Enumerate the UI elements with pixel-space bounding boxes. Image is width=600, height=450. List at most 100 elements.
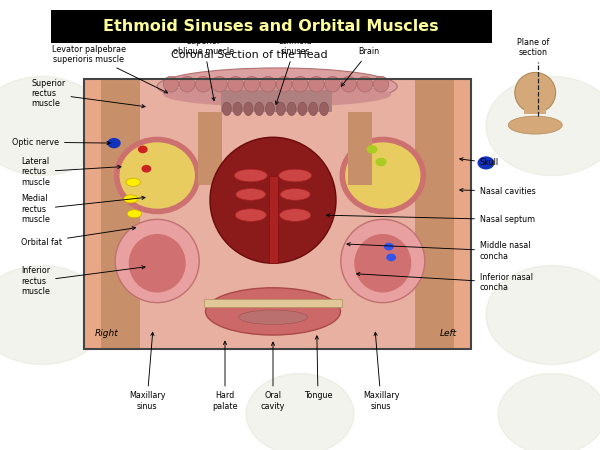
Ellipse shape bbox=[239, 310, 308, 324]
Ellipse shape bbox=[234, 169, 267, 182]
Ellipse shape bbox=[163, 76, 179, 92]
Text: Inferior
rectus
muscle: Inferior rectus muscle bbox=[21, 266, 145, 296]
Ellipse shape bbox=[280, 189, 310, 200]
Ellipse shape bbox=[373, 76, 389, 92]
Circle shape bbox=[486, 266, 600, 365]
Circle shape bbox=[367, 146, 377, 153]
Text: Levator palpebrae
superioris muscle: Levator palpebrae superioris muscle bbox=[52, 45, 167, 93]
Ellipse shape bbox=[341, 220, 425, 302]
Ellipse shape bbox=[341, 76, 356, 92]
Text: Optic nerve: Optic nerve bbox=[12, 138, 110, 147]
Text: Nasal cavities: Nasal cavities bbox=[460, 187, 536, 196]
Circle shape bbox=[387, 254, 395, 261]
Circle shape bbox=[478, 157, 494, 169]
Ellipse shape bbox=[127, 210, 142, 218]
Ellipse shape bbox=[292, 76, 308, 92]
Text: Ethmoid
sinuses: Ethmoid sinuses bbox=[275, 37, 312, 104]
Bar bbox=[101, 79, 140, 349]
Text: Coronal Section of the Head: Coronal Section of the Head bbox=[170, 50, 328, 60]
Text: Nasal septum: Nasal septum bbox=[326, 214, 535, 224]
Ellipse shape bbox=[223, 102, 232, 116]
FancyBboxPatch shape bbox=[51, 10, 492, 43]
Circle shape bbox=[142, 166, 151, 172]
Ellipse shape bbox=[210, 137, 336, 263]
Text: Inferior nasal
concha: Inferior nasal concha bbox=[356, 272, 533, 292]
Ellipse shape bbox=[508, 116, 562, 134]
Ellipse shape bbox=[308, 76, 324, 92]
Circle shape bbox=[139, 146, 147, 153]
Circle shape bbox=[0, 76, 108, 176]
Ellipse shape bbox=[233, 102, 242, 116]
Ellipse shape bbox=[118, 140, 196, 211]
Bar bbox=[140, 79, 415, 349]
Bar bbox=[524, 96, 546, 114]
Ellipse shape bbox=[157, 68, 397, 105]
Text: Superior
oblique muscle: Superior oblique muscle bbox=[173, 37, 235, 101]
Ellipse shape bbox=[278, 169, 312, 182]
Ellipse shape bbox=[179, 76, 195, 92]
Circle shape bbox=[376, 158, 386, 166]
Ellipse shape bbox=[276, 76, 292, 92]
Text: Superior
rectus
muscle: Superior rectus muscle bbox=[31, 79, 145, 108]
Ellipse shape bbox=[235, 209, 266, 221]
Ellipse shape bbox=[236, 189, 266, 200]
Text: Middle nasal
concha: Middle nasal concha bbox=[347, 241, 530, 261]
Bar bbox=[269, 176, 278, 263]
Ellipse shape bbox=[287, 102, 296, 116]
Circle shape bbox=[234, 76, 366, 176]
Text: Oral
cavity: Oral cavity bbox=[261, 342, 285, 411]
Ellipse shape bbox=[357, 76, 373, 92]
Bar bbox=[415, 79, 454, 349]
Bar bbox=[348, 112, 372, 184]
Bar bbox=[84, 79, 101, 349]
Ellipse shape bbox=[244, 76, 260, 92]
Ellipse shape bbox=[196, 76, 211, 92]
Circle shape bbox=[385, 243, 393, 250]
Text: Medial
rectus
muscle: Medial rectus muscle bbox=[21, 194, 145, 224]
Ellipse shape bbox=[254, 102, 264, 116]
Ellipse shape bbox=[280, 209, 311, 221]
Circle shape bbox=[0, 266, 108, 365]
Text: Left: Left bbox=[440, 328, 457, 338]
Text: Hard
palate: Hard palate bbox=[212, 341, 238, 411]
Circle shape bbox=[246, 374, 354, 450]
Ellipse shape bbox=[163, 82, 391, 107]
Ellipse shape bbox=[344, 140, 422, 211]
Circle shape bbox=[108, 139, 120, 148]
Ellipse shape bbox=[126, 178, 140, 186]
Circle shape bbox=[486, 76, 600, 176]
Text: Right: Right bbox=[95, 328, 119, 338]
Text: Brain: Brain bbox=[341, 47, 380, 86]
Text: Skull: Skull bbox=[460, 158, 499, 167]
Ellipse shape bbox=[298, 102, 307, 116]
Ellipse shape bbox=[354, 234, 412, 292]
Ellipse shape bbox=[212, 76, 227, 92]
Text: Tongue: Tongue bbox=[304, 336, 332, 400]
Ellipse shape bbox=[320, 102, 329, 116]
Text: Lateral
rectus
muscle: Lateral rectus muscle bbox=[21, 157, 121, 187]
Ellipse shape bbox=[515, 72, 556, 113]
Text: Maxillary
sinus: Maxillary sinus bbox=[363, 332, 399, 411]
Ellipse shape bbox=[205, 288, 341, 335]
Bar bbox=[84, 79, 471, 349]
Ellipse shape bbox=[265, 102, 275, 116]
Ellipse shape bbox=[325, 76, 340, 92]
Circle shape bbox=[498, 374, 600, 450]
Ellipse shape bbox=[129, 234, 186, 292]
Text: Plane of
section: Plane of section bbox=[517, 38, 549, 57]
Bar bbox=[204, 299, 342, 307]
Ellipse shape bbox=[124, 195, 138, 203]
Text: Ethmoid Sinuses and Orbital Muscles: Ethmoid Sinuses and Orbital Muscles bbox=[103, 19, 439, 34]
Ellipse shape bbox=[277, 102, 286, 116]
Text: Orbital fat: Orbital fat bbox=[21, 227, 136, 247]
Bar bbox=[454, 79, 471, 349]
Bar bbox=[84, 79, 471, 349]
Ellipse shape bbox=[228, 76, 244, 92]
Text: Maxillary
sinus: Maxillary sinus bbox=[129, 332, 165, 411]
Ellipse shape bbox=[244, 102, 253, 116]
Bar bbox=[198, 112, 222, 184]
Ellipse shape bbox=[309, 102, 318, 116]
Bar bbox=[221, 90, 332, 112]
Ellipse shape bbox=[260, 76, 276, 92]
Ellipse shape bbox=[115, 220, 199, 302]
